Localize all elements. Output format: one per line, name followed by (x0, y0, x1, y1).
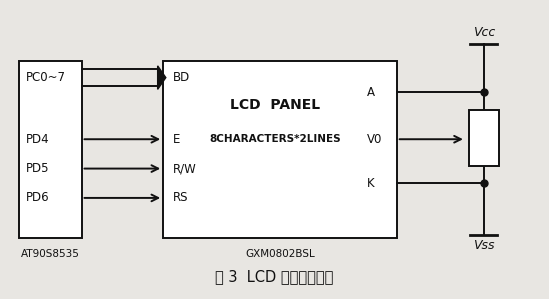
Text: E: E (173, 133, 180, 146)
Text: GXM0802BSL: GXM0802BSL (245, 249, 315, 259)
Polygon shape (158, 66, 166, 89)
Text: BD: BD (173, 71, 190, 84)
Text: PD6: PD6 (26, 191, 49, 205)
Text: PD5: PD5 (26, 162, 49, 175)
Bar (19, 62, 82, 237)
Text: PD4: PD4 (26, 133, 49, 146)
Text: Vss: Vss (473, 239, 495, 252)
Text: R/W: R/W (173, 162, 197, 175)
Text: 图 3  LCD 显示驱动电路: 图 3 LCD 显示驱动电路 (215, 269, 334, 284)
Text: V0: V0 (367, 133, 382, 146)
Text: AT90S8535: AT90S8535 (21, 249, 80, 259)
Text: Vcc: Vcc (473, 26, 495, 39)
Text: PC0~7: PC0~7 (26, 71, 65, 84)
Text: LCD  PANEL: LCD PANEL (230, 98, 320, 112)
Bar (468, 110, 499, 166)
Bar (163, 62, 397, 237)
Text: K: K (367, 177, 374, 190)
Text: A: A (367, 86, 375, 99)
Text: 8CHARACTERS*2LINES: 8CHARACTERS*2LINES (209, 134, 341, 144)
Text: RS: RS (173, 191, 188, 205)
